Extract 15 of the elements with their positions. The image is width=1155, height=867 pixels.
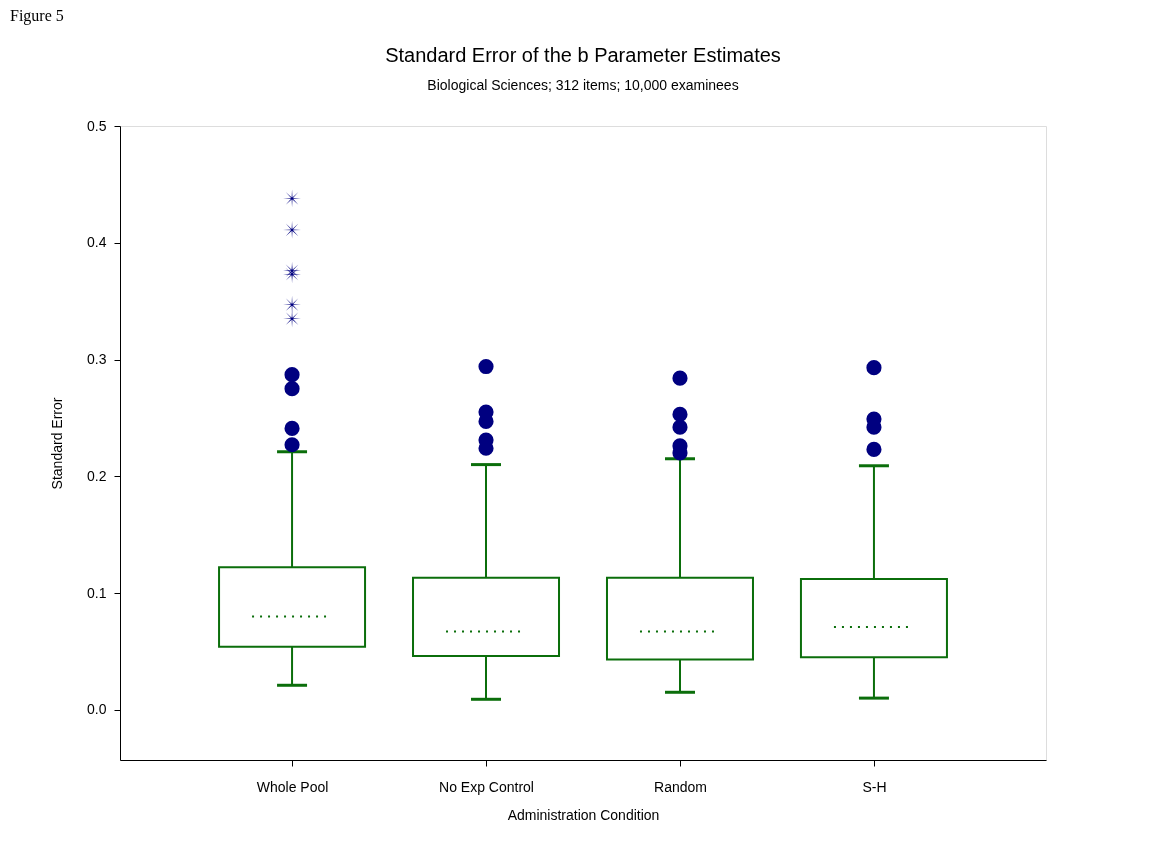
- y-tick-label: 0.5: [87, 117, 107, 134]
- caption: Figure 5: [10, 7, 64, 25]
- y-tick-label: 0.4: [87, 234, 107, 251]
- x-tick-label: No Exp Control: [439, 778, 534, 795]
- x-tick-label: Whole Pool: [256, 778, 329, 795]
- chart-subtitle: Biological Sciences; 312 items; 10,000 examinees: [427, 77, 739, 93]
- x-tick-label: Random: [654, 778, 707, 795]
- y-axis-title: Standard Error: [49, 397, 66, 490]
- chart-title: Standard Error of the b Parameter Estimates: [385, 44, 781, 66]
- y-tick-label: 0.3: [87, 351, 107, 368]
- y-tick-label: 0.0: [87, 701, 107, 718]
- x-axis-title: Administration Condition: [507, 806, 660, 823]
- x-tick-label: S-H: [862, 778, 887, 795]
- y-tick-label: 0.2: [87, 467, 107, 484]
- y-tick-label: 0.1: [87, 584, 107, 601]
